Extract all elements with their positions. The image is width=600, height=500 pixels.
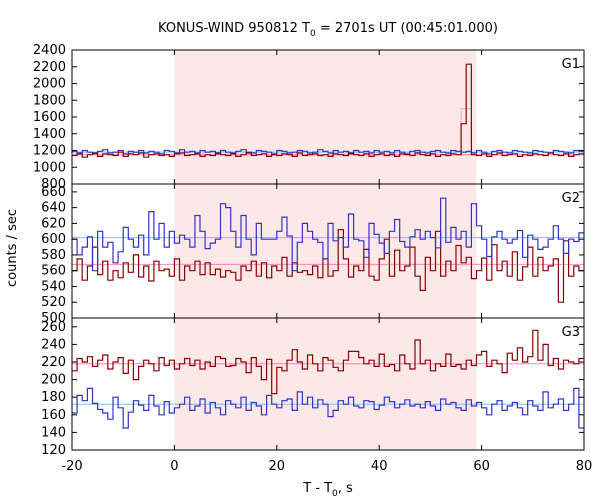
chart-title: KONUS-WIND 950812 T0 = 2701s UT (00:45:0…	[158, 21, 498, 39]
y-tick-label: 120	[41, 443, 66, 458]
y-tick-label: 1000	[33, 160, 66, 175]
x-tick-label: 20	[269, 459, 286, 474]
y-tick-label: 500	[41, 311, 66, 326]
x-axis-label: T - T0, s	[302, 481, 353, 499]
y-tick-label: 220	[41, 355, 66, 370]
panel-label-g1: G1	[562, 57, 580, 72]
y-tick-label: 600	[41, 232, 66, 247]
x-tick-label: 0	[170, 459, 178, 474]
y-tick-label: 2000	[33, 77, 66, 92]
y-tick-label: 1200	[33, 144, 66, 159]
y-tick-label: 800	[41, 177, 66, 192]
y-tick-label: 180	[41, 390, 66, 405]
x-tick-label: 60	[473, 459, 490, 474]
series-blue-g3	[72, 387, 584, 429]
series-red-g2	[72, 229, 584, 303]
y-tick-label: 160	[41, 408, 66, 423]
series-red-g1	[72, 63, 584, 158]
y-tick-label: 660	[41, 185, 66, 200]
y-tick-label: 580	[41, 248, 66, 263]
y-tick-label: 520	[41, 295, 66, 310]
panel-label-g2: G2	[562, 191, 580, 206]
y-tick-label: 2200	[33, 60, 66, 75]
panels-group: 10001200140016001800200022002400800G1520…	[33, 43, 592, 474]
y-axis-label: counts / sec	[5, 209, 20, 287]
x-tick-label: 80	[576, 459, 593, 474]
highlight-region	[174, 184, 477, 318]
y-tick-label: 560	[41, 264, 66, 279]
x-tick-label: 40	[371, 459, 388, 474]
y-tick-label: 1400	[33, 127, 66, 142]
x-tick-label: -20	[61, 459, 82, 474]
series-blue-g2	[72, 197, 584, 272]
y-tick-label: 640	[41, 201, 66, 216]
y-tick-label: 140	[41, 425, 66, 440]
panel-frame-g3	[71, 317, 585, 451]
y-tick-label: 200	[41, 373, 66, 388]
y-tick-label: 1800	[33, 93, 66, 108]
y-tick-label: 1600	[33, 110, 66, 125]
y-tick-label: 2400	[33, 43, 66, 58]
panel-label-g3: G3	[562, 325, 580, 340]
y-tick-label: 620	[41, 216, 66, 231]
y-tick-label: 540	[41, 279, 66, 294]
y-tick-label: 240	[41, 337, 66, 352]
highlight-region	[174, 50, 477, 184]
highlight-region	[174, 318, 477, 450]
series-red-g3	[72, 329, 584, 395]
series-blue-g1	[72, 149, 584, 155]
y-tick-label: 260	[41, 320, 66, 335]
